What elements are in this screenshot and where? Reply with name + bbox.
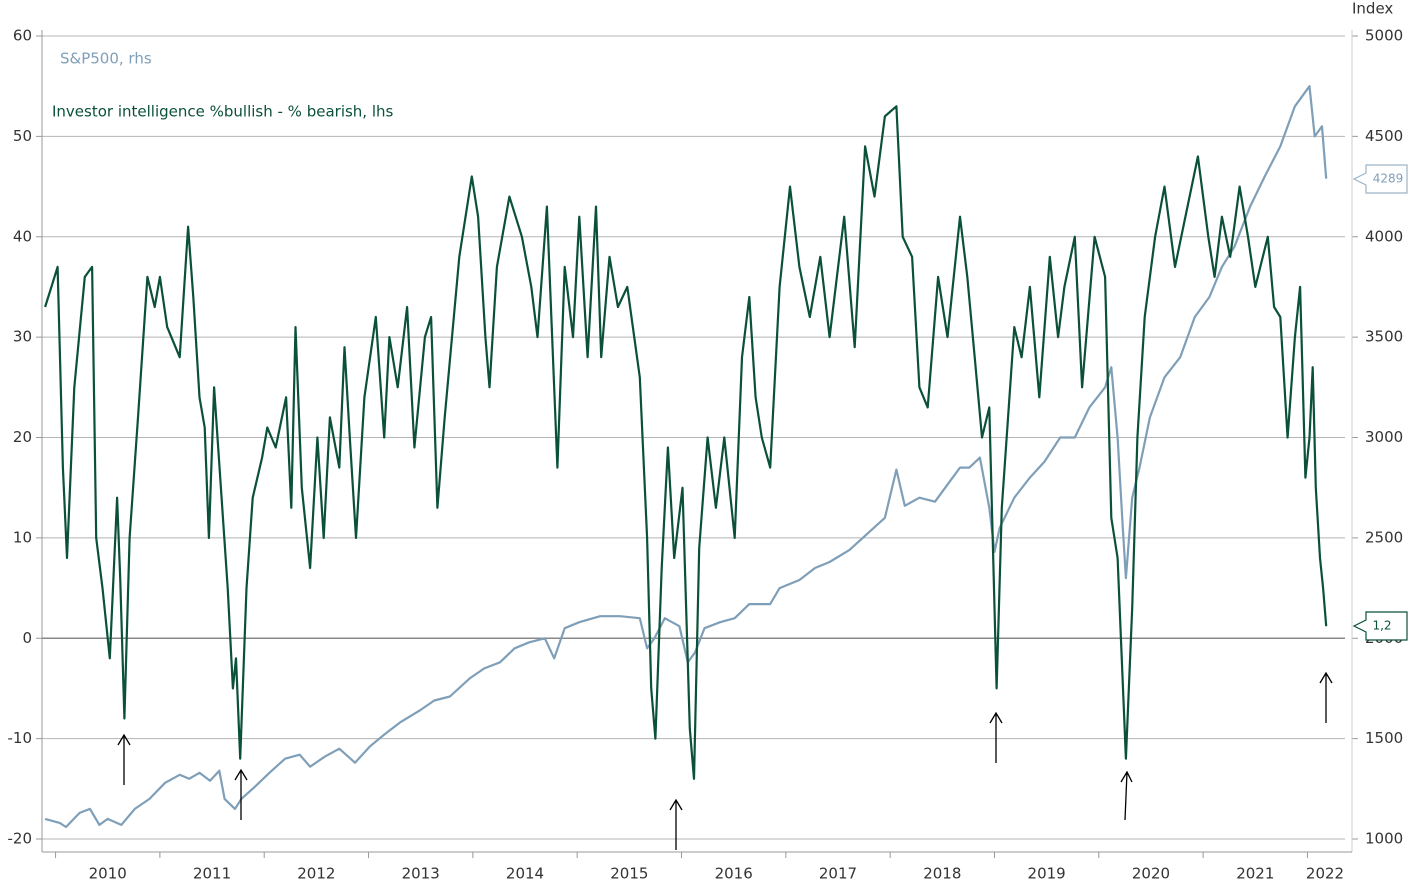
y2-tick-label: 5000 [1365,27,1403,45]
y2-tick-label: 4000 [1365,227,1403,245]
x-tick-label: 2013 [402,865,440,883]
y-tick-label: 0 [22,629,32,647]
x-tick-label: 2019 [1028,865,1066,883]
y2-tick-label: 2500 [1365,528,1403,546]
y2-tick-label: 4500 [1365,127,1403,145]
callout-label: 4289 [1373,172,1404,186]
y2-tick-label: 1500 [1365,729,1403,747]
series-line [44,85,1328,829]
y-tick-label: 20 [13,428,32,446]
x-tick-label: 2011 [193,865,231,883]
x-tick-label: 2022 [1306,865,1344,883]
y2-tick-label: 3000 [1365,428,1403,446]
legend-label: S&P500, rhs [60,50,152,68]
y-tick-label: 60 [13,27,32,45]
y-tick-label: 50 [13,127,32,145]
x-tick-label: 2015 [610,865,648,883]
y-tick-label: 30 [13,328,32,346]
legend-label: Investor intelligence %bullish - % beari… [52,103,394,121]
callout-label: 1,2 [1372,619,1391,633]
callout-ii: 1,2 [1352,611,1408,641]
x-tick-label: 2018 [923,865,961,883]
y-tick-label: 40 [13,227,32,245]
y2-tick-label: 3500 [1365,328,1403,346]
y2-tick-label: 1000 [1365,830,1403,848]
arrows [117,671,1333,850]
plot: -20-100102030405060100015002000250030003… [8,27,1408,883]
y-tick-label: -20 [8,830,33,848]
x-tick-label: 2017 [819,865,857,883]
callout-spx: 4289 [1352,164,1408,194]
x-tick-label: 2016 [715,865,753,883]
y2-unit: Index [1352,0,1393,18]
callout-box [1352,611,1408,641]
series-line [44,105,1328,780]
x-tick-label: 2021 [1236,865,1274,883]
y-tick-label: -10 [8,729,33,747]
x-tick-label: 2012 [297,865,335,883]
x-tick-label: 2020 [1132,865,1170,883]
y-tick-label: 10 [13,528,32,546]
x-tick-label: 2014 [506,865,544,883]
x-tick-label: 2010 [89,865,127,883]
